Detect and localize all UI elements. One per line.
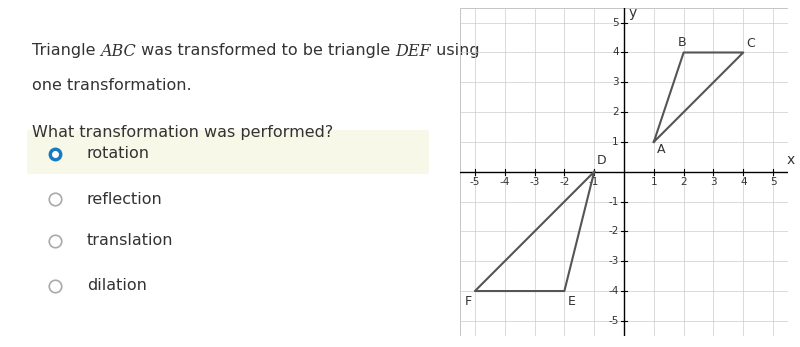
Text: dilation: dilation	[86, 278, 146, 293]
Text: DEF: DEF	[396, 43, 431, 60]
Text: 1: 1	[612, 137, 618, 147]
Text: -5: -5	[608, 316, 618, 326]
Text: 4: 4	[612, 48, 618, 58]
Text: 3: 3	[612, 77, 618, 87]
Text: F: F	[465, 295, 472, 308]
Text: -1: -1	[608, 197, 618, 206]
Text: 2: 2	[680, 177, 687, 187]
Text: reflection: reflection	[86, 192, 162, 206]
Text: rotation: rotation	[86, 146, 150, 161]
Text: -3: -3	[608, 256, 618, 266]
Text: -3: -3	[530, 177, 540, 187]
Text: one transformation.: one transformation.	[32, 78, 191, 93]
Text: A: A	[657, 143, 666, 156]
Text: 3: 3	[710, 177, 717, 187]
Text: y: y	[629, 6, 637, 20]
Text: E: E	[567, 295, 575, 308]
Text: 5: 5	[612, 18, 618, 28]
Text: -4: -4	[608, 286, 618, 296]
Text: 5: 5	[770, 177, 777, 187]
FancyBboxPatch shape	[27, 130, 429, 174]
Text: -1: -1	[589, 177, 599, 187]
Text: C: C	[746, 36, 755, 50]
Text: translation: translation	[86, 233, 173, 248]
Text: x: x	[787, 153, 795, 167]
Text: ABC: ABC	[101, 43, 136, 60]
Text: B: B	[678, 36, 686, 49]
Text: -2: -2	[559, 177, 570, 187]
Text: Triangle: Triangle	[32, 43, 101, 58]
Text: What transformation was performed?: What transformation was performed?	[32, 125, 333, 140]
Text: -2: -2	[608, 226, 618, 236]
Text: D: D	[597, 154, 606, 167]
Text: -4: -4	[499, 177, 510, 187]
Text: -5: -5	[470, 177, 480, 187]
Text: 4: 4	[740, 177, 746, 187]
Text: using: using	[431, 43, 480, 58]
Text: 1: 1	[650, 177, 657, 187]
Text: 2: 2	[612, 107, 618, 117]
Text: was transformed to be triangle: was transformed to be triangle	[136, 43, 396, 58]
